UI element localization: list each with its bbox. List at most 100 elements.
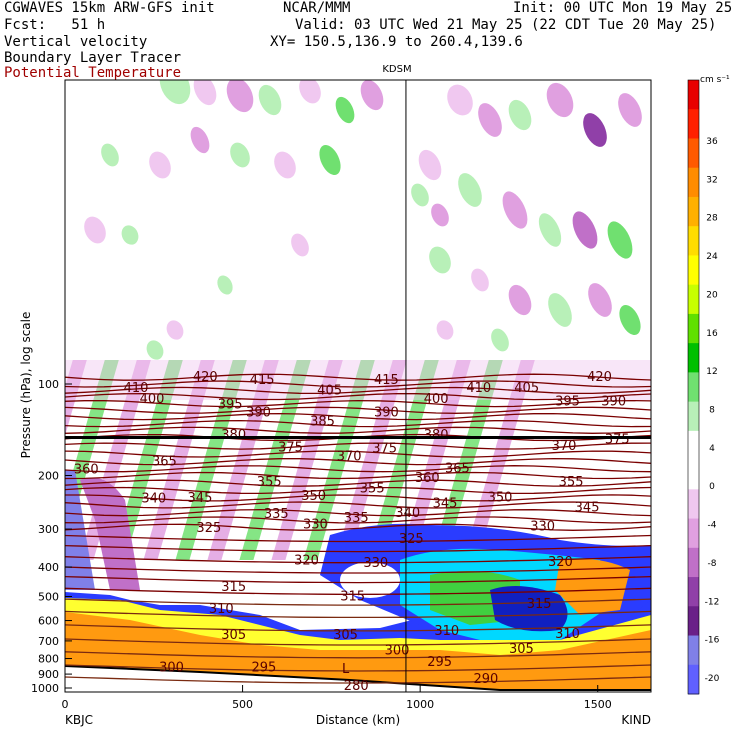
wave-cell: [101, 143, 119, 167]
theta-contour: [65, 471, 651, 480]
tracer-dark-blue: [490, 586, 568, 632]
wave-cell: [619, 305, 641, 335]
theta-contour: [65, 450, 651, 458]
theta-contour: [65, 610, 651, 619]
wave-cell: [319, 145, 341, 175]
theta-label: 400: [424, 392, 449, 407]
theta-contour: [65, 399, 651, 408]
theta-contour: [65, 566, 651, 574]
theta-contour: [65, 676, 651, 684]
colorbar-label: -4: [708, 521, 717, 531]
theta-label: L: [342, 662, 350, 677]
cross-section-endpoints: XY= 150.5,136.9 to 260.4,139.6: [270, 34, 523, 50]
wave-cell: [299, 80, 321, 104]
wave-cell: [159, 80, 191, 105]
wave-cell: [478, 103, 502, 137]
colorbar-label: 16: [706, 329, 718, 339]
x-tick-label: 1000: [406, 698, 434, 711]
theta-contour: [65, 523, 651, 531]
field-vertical-velocity: Vertical velocity: [4, 34, 148, 50]
colorbar-label: 20: [706, 290, 718, 300]
theta-contour: [65, 664, 651, 672]
wave-cell: [447, 84, 473, 116]
theta-contour: [65, 575, 651, 584]
wave-cell: [572, 211, 598, 249]
valid-time: Valid: 03 UTC Wed 21 May 25 (22 CDT Tue …: [295, 17, 717, 33]
theta-label: 415: [250, 373, 275, 388]
theta-label: 305: [333, 628, 358, 643]
y-tick-label: 400: [38, 561, 59, 574]
wave-cell: [508, 99, 532, 131]
left-station-label: KBJC: [65, 713, 93, 727]
theta-contour: [65, 556, 651, 564]
model-title: CGWAVES 15km ARW-GFS init: [4, 0, 215, 16]
wave-cell: [360, 80, 384, 111]
theta-label: 330: [303, 518, 328, 533]
theta-label: 370: [552, 439, 577, 454]
wave-stripe: [431, 360, 503, 560]
y-tick-label: 700: [38, 635, 59, 648]
colorbar-label: 32: [706, 175, 717, 185]
colorbar-swatch: [688, 196, 699, 227]
wave-stripe: [399, 360, 471, 560]
wave-cell: [274, 151, 296, 179]
wave-stripe: [65, 360, 87, 560]
colorbar-swatch: [688, 284, 699, 315]
theta-contour: [65, 624, 651, 632]
theta-label: 330: [530, 519, 555, 534]
colorbar-swatch: [688, 460, 699, 490]
theta-label: 410: [466, 381, 491, 396]
theta-label: 305: [221, 628, 246, 643]
colorbar-label: -8: [708, 559, 717, 569]
init-time: Init: 00 UTC Mon 19 May 25: [513, 0, 733, 16]
theta-contour: [65, 494, 651, 502]
colorbar-swatch: [688, 547, 699, 578]
wave-cell: [431, 203, 449, 227]
theta-label: 400: [140, 392, 165, 407]
theta-label: 360: [415, 471, 440, 486]
wave-stripe: [143, 360, 215, 560]
theta-label: 295: [427, 655, 452, 670]
theta-contour: [65, 651, 651, 659]
theta-label: 335: [264, 507, 289, 522]
wave-cell: [471, 268, 489, 292]
wave-cell: [411, 183, 429, 207]
theta-label: 365: [152, 455, 177, 470]
wave-cell: [335, 96, 355, 124]
theta-contour: [65, 638, 651, 646]
tracer-gap: [340, 562, 400, 598]
wave-cell: [588, 283, 612, 317]
theta-contour: [65, 486, 651, 495]
wave-cell: [502, 191, 528, 229]
theta-label: 320: [294, 553, 319, 568]
wave-cell: [458, 173, 482, 207]
x-tick-label: 500: [232, 698, 253, 711]
theta-label: 300: [159, 660, 184, 675]
ascent-wedge: [65, 470, 95, 590]
y-tick-label: 800: [38, 653, 59, 666]
theta-contour: [65, 587, 651, 595]
theta-label: 355: [559, 475, 584, 490]
colorbar-swatch: [688, 109, 699, 139]
wave-stripe: [111, 360, 183, 560]
theta-label: 420: [193, 370, 218, 385]
wave-cell: [618, 93, 642, 127]
colorbar-swatch: [688, 372, 699, 403]
theta-label: 280: [344, 679, 369, 694]
colorbar-swatch: [688, 401, 699, 432]
wave-cell: [217, 275, 233, 295]
theta-label: 390: [601, 394, 626, 409]
colorbar-swatch: [688, 635, 699, 666]
wave-cell: [190, 126, 210, 154]
colorbar-swatch: [688, 167, 699, 198]
colorbar-label: -12: [705, 597, 720, 607]
colorbar-swatch: [688, 80, 699, 110]
colorbar-label: 0: [709, 482, 715, 492]
theta-contour: [65, 509, 651, 517]
wave-cell: [149, 151, 171, 179]
colorbar-swatch: [688, 226, 699, 256]
theta-label: 345: [188, 491, 213, 506]
theta-label: 345: [575, 501, 600, 516]
